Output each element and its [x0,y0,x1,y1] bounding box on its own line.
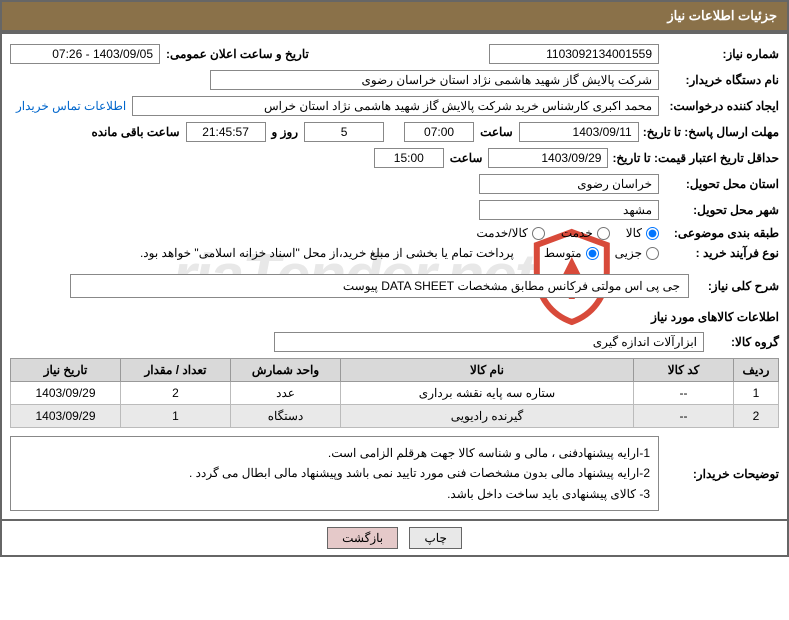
process-label: نوع فرآیند خرید : [659,246,779,260]
validity-time-label: ساعت [444,151,489,165]
radio-small-input[interactable] [646,247,659,260]
validity-date-field: 1403/09/29 [488,148,608,168]
radio-medium-label: متوسط [544,246,582,260]
city-field: مشهد [479,200,659,220]
group-field: ابزارآلات اندازه گیری [274,332,704,352]
countdown-field: 21:45:57 [186,122,266,142]
th-need-date: تاریخ نیاز [11,359,121,382]
days-field: 5 [304,122,384,142]
cell-name: ستاره سه پایه نقشه برداری [341,382,634,405]
buyer-notes-field: 1-ارایه پیشنهادفنی ، مالی و شناسه کالا ج… [10,436,659,511]
process-radio-group: جزیی متوسط [544,246,659,260]
need-desc-label: شرح کلی نیاز: [689,279,779,293]
radio-both[interactable]: کالا/خدمت [476,226,544,240]
announce-label: تاریخ و ساعت اعلان عمومی: [160,47,315,61]
cell-unit: عدد [231,382,341,405]
th-row: ردیف [734,359,779,382]
th-name: نام کالا [341,359,634,382]
radio-medium-input[interactable] [586,247,599,260]
need-no-label: شماره نیاز: [659,47,779,61]
radio-both-input[interactable] [532,227,545,240]
process-note: پرداخت تمام یا بخشی از مبلغ خرید،از محل … [140,246,514,260]
category-label: طبقه بندی موضوعی: [659,226,779,240]
radio-small-label: جزیی [615,246,642,260]
buyer-note-2: 2-ارایه پیشنهاد مالی بدون مشخصات فنی مور… [19,463,650,483]
reply-time-field: 07:00 [404,122,474,142]
province-label: استان محل تحویل: [659,177,779,191]
cell-need-date: 1403/09/29 [11,382,121,405]
radio-goods[interactable]: کالا [626,226,659,240]
goods-table: ردیف کد کالا نام کالا واحد شمارش تعداد /… [10,358,779,428]
main-container: riaTender.net شماره نیاز: 11030921340015… [0,32,789,521]
category-radio-group: کالا خدمت کالا/خدمت [476,226,659,240]
need-no-field: 1103092134001559 [489,44,659,64]
buyer-notes-label: توضیحات خریدار: [659,467,779,481]
cell-code: -- [634,382,734,405]
cell-qty: 1 [121,405,231,428]
province-field: خراسان رضوی [479,174,659,194]
buyer-note-1: 1-ارایه پیشنهادفنی ، مالی و شناسه کالا ج… [19,443,650,463]
page-header: جزئیات اطلاعات نیاز [0,0,789,32]
radio-goods-label: کالا [626,226,642,240]
cell-row: 1 [734,382,779,405]
city-label: شهر محل تحویل: [659,203,779,217]
cell-code: -- [634,405,734,428]
cell-row: 2 [734,405,779,428]
radio-service-label: خدمت [561,226,593,240]
reply-date-field: 1403/09/11 [519,122,639,142]
radio-both-label: کالا/خدمت [476,226,527,240]
requester-label: ایجاد کننده درخواست: [659,99,779,113]
announce-field: 1403/09/05 - 07:26 [10,44,160,64]
th-qty: تعداد / مقدار [121,359,231,382]
footer: چاپ بازگشت [0,521,789,557]
reply-deadline-label: مهلت ارسال پاسخ: تا تاریخ: [639,125,779,139]
buyer-note-3: 3- کالای پیشنهادی باید ساخت داخل باشد. [19,484,650,504]
radio-service-input[interactable] [597,227,610,240]
th-unit: واحد شمارش [231,359,341,382]
goods-section-title: اطلاعات کالاهای مورد نیاز [10,310,779,324]
th-code: کد کالا [634,359,734,382]
buyer-org-field: شرکت پالایش گاز شهید هاشمی نژاد استان خر… [210,70,659,90]
cell-unit: دستگاه [231,405,341,428]
radio-service[interactable]: خدمت [561,226,610,240]
cell-need-date: 1403/09/29 [11,405,121,428]
back-button[interactable]: بازگشت [327,527,398,549]
requester-field: محمد اکبری کارشناس خرید شرکت پالایش گاز … [132,96,659,116]
cell-name: گیرنده رادیویی [341,405,634,428]
cell-qty: 2 [121,382,231,405]
header-title: جزئیات اطلاعات نیاز [667,8,777,23]
validity-time-field: 15:00 [374,148,444,168]
radio-goods-input[interactable] [646,227,659,240]
table-row: 2 -- گیرنده رادیویی دستگاه 1 1403/09/29 [11,405,779,428]
radio-medium[interactable]: متوسط [544,246,599,260]
reply-time-label: ساعت [474,125,519,139]
print-button[interactable]: چاپ [409,527,461,549]
days-and-label: روز و [266,125,305,139]
radio-small[interactable]: جزیی [615,246,659,260]
validity-label: حداقل تاریخ اعتبار قیمت: تا تاریخ: [608,151,779,165]
contact-link[interactable]: اطلاعات تماس خریدار [10,99,132,113]
group-label: گروه کالا: [704,335,779,349]
need-desc-field: جی پی اس مولتی فرکانس مطابق مشخصات DATA … [70,274,689,298]
remaining-label: ساعت باقی مانده [85,125,185,139]
buyer-org-label: نام دستگاه خریدار: [659,73,779,87]
table-row: 1 -- ستاره سه پایه نقشه برداری عدد 2 140… [11,382,779,405]
